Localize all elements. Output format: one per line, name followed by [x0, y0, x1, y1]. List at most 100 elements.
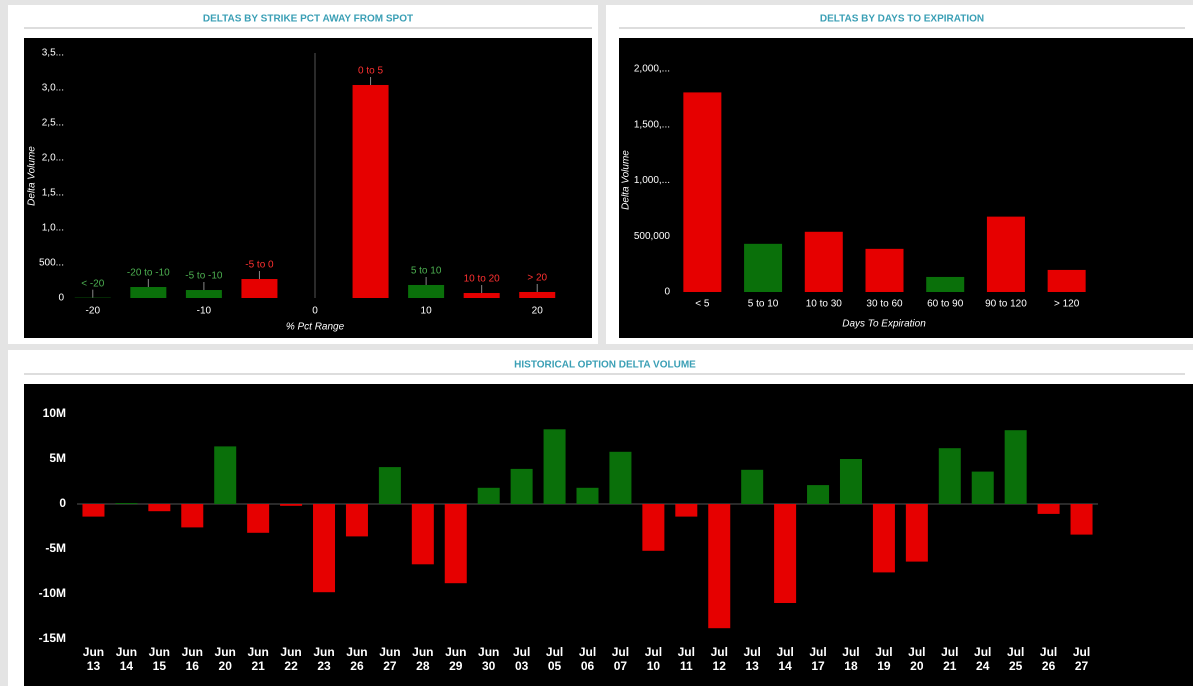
x-tick-label: 0	[312, 306, 318, 317]
bar	[1047, 269, 1086, 292]
data-label: -5 to 0	[245, 260, 274, 271]
bar	[986, 216, 1025, 292]
bar	[708, 504, 731, 629]
x-tick-label: 18	[844, 659, 858, 673]
bar	[865, 248, 904, 292]
chart-title: DELTAS BY STRIKE PCT AWAY FROM SPOT	[203, 14, 413, 25]
y-tick-label: 0	[59, 496, 66, 510]
x-tick-label: 22	[284, 659, 298, 673]
x-tick-label: Jul	[908, 645, 925, 659]
y-tick-label: 2,5...	[42, 118, 64, 129]
data-label: > 20	[527, 273, 547, 284]
x-tick-label: -10	[197, 306, 212, 317]
x-tick-label: Jul	[579, 645, 596, 659]
bar	[675, 504, 698, 517]
bar	[510, 468, 533, 504]
bar	[1070, 504, 1093, 535]
x-tick-label: Jun	[149, 645, 170, 659]
y-tick-label: 500...	[39, 258, 64, 269]
x-tick-label: 14	[778, 659, 792, 673]
bar	[1004, 430, 1027, 504]
bar	[130, 287, 167, 298]
bar	[148, 504, 171, 512]
plot-area	[24, 38, 592, 338]
x-tick-label: Jun	[478, 645, 499, 659]
x-tick-label: Jul	[842, 645, 859, 659]
strike-chart: 0 500... 1,0... 1,5... 2,0... 2,5... 3,0... 3,5…	[39, 48, 556, 317]
x-tick-label: 20	[910, 659, 924, 673]
x-tick-label: -20	[86, 306, 101, 317]
x-tick-label: 30 to 60	[866, 299, 903, 310]
bar	[411, 504, 434, 565]
bar	[741, 469, 764, 504]
bar	[905, 504, 928, 562]
x-tick-label: 05	[548, 659, 562, 673]
x-tick-label: 15	[153, 659, 167, 673]
x-tick-label: Jul	[875, 645, 892, 659]
y-axis-label: Delta Volume	[27, 146, 38, 206]
plot-area	[24, 384, 1193, 686]
bar	[576, 487, 599, 504]
bar	[519, 291, 556, 298]
x-tick-label: 11	[680, 659, 693, 673]
bar	[872, 504, 895, 573]
x-tick-label: 28	[416, 659, 430, 673]
bar	[1037, 504, 1060, 514]
x-tick-label: 19	[877, 659, 891, 673]
bar	[214, 446, 237, 504]
bar	[280, 504, 303, 506]
x-tick-label: 60 to 90	[927, 299, 964, 310]
y-tick-label: 0	[58, 293, 64, 304]
bar	[804, 231, 843, 292]
x-tick-label: Jul	[678, 645, 695, 659]
bar	[807, 485, 830, 504]
x-axis-label: % Pct Range	[286, 322, 345, 333]
x-tick-label: 21	[251, 659, 265, 673]
x-tick-label: 16	[186, 659, 200, 673]
x-tick-label: 29	[449, 659, 463, 673]
x-tick-label: Jun	[346, 645, 367, 659]
bar	[463, 293, 500, 298]
y-tick-label: 2,0...	[42, 153, 64, 164]
bar	[444, 504, 467, 584]
data-label: 0 to 5	[358, 66, 383, 77]
bar	[241, 279, 278, 298]
x-tick-label: Jun	[247, 645, 268, 659]
bar	[313, 504, 336, 593]
x-tick-label: 13	[87, 659, 101, 673]
y-tick-label: 1,500,...	[634, 119, 670, 130]
x-tick-label: Jul	[1040, 645, 1057, 659]
data-label: -5 to -10	[185, 271, 223, 282]
y-tick-label: 1,000,...	[634, 175, 670, 186]
y-tick-label: 2,000,...	[634, 64, 670, 75]
bar	[683, 92, 722, 292]
x-tick-label: Jul	[941, 645, 958, 659]
x-tick-label: Jul	[546, 645, 563, 659]
x-tick-label: Jul	[1073, 645, 1090, 659]
x-tick-label: 27	[383, 659, 397, 673]
x-tick-label: 24	[976, 659, 990, 673]
x-tick-label: 27	[1075, 659, 1089, 673]
bar	[774, 504, 797, 603]
x-tick-label: 10	[647, 659, 661, 673]
x-tick-label: Jun	[313, 645, 334, 659]
x-tick-label: > 120	[1054, 299, 1080, 310]
y-tick-label: 0	[664, 287, 670, 298]
x-axis-label: Days To Expiration	[842, 319, 926, 330]
x-tick-label: Jul	[974, 645, 991, 659]
x-tick-label: 12	[713, 659, 727, 673]
bar	[971, 471, 994, 504]
data-label: -20 to -10	[127, 268, 170, 279]
x-tick-label: Jul	[513, 645, 530, 659]
x-tick-label: Jun	[445, 645, 466, 659]
bar	[378, 467, 401, 504]
x-tick-label: Jul	[1007, 645, 1024, 659]
x-tick-label: 21	[943, 659, 957, 673]
data-label: 10 to 20	[464, 274, 501, 285]
x-tick-label: Jul	[645, 645, 662, 659]
bar	[352, 84, 389, 299]
x-tick-label: 17	[811, 659, 825, 673]
x-tick-label: 10	[421, 306, 433, 317]
y-tick-label: 1,5...	[42, 188, 64, 199]
